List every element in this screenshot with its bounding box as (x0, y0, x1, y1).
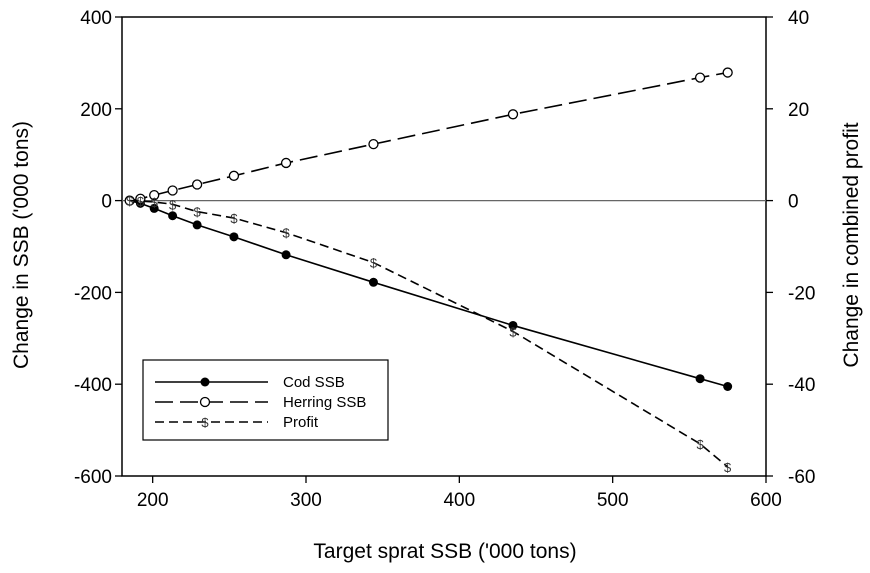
y-axis-title: Change in SSB ('000 tons) (10, 121, 33, 369)
x-tick-label: 600 (750, 490, 782, 511)
y-tick-label: -200 (74, 283, 112, 304)
cod-ssb-point (192, 220, 202, 230)
legend-box (142, 359, 389, 441)
y-tick-label: 200 (80, 100, 112, 121)
cod-ssb-point (281, 250, 291, 260)
cod-ssb-point (168, 211, 178, 221)
plot-frame (121, 16, 767, 477)
y-tick-label: -600 (74, 467, 112, 488)
cod-ssb-point (229, 232, 239, 242)
herring-ssb-point (228, 170, 240, 181)
y2-tick-label: 20 (788, 100, 809, 121)
herring-ssb-point (694, 72, 706, 83)
y-tick-label: 400 (80, 8, 112, 29)
cod-ssb-point (508, 320, 518, 330)
profit-point: $ (282, 226, 290, 241)
y2-tick-label: -60 (788, 467, 815, 488)
legend-profit-label: Profit (283, 414, 319, 431)
y2-axis-title: Change in combined profit (840, 122, 863, 367)
profit-point: $ (370, 256, 378, 271)
axes: 200 300 400 500 6004002000-200-400-60040200-… (74, 8, 816, 511)
herring-ssb-point (368, 138, 379, 150)
y2-tick-label: -20 (788, 283, 815, 304)
cod-ssb-point (695, 374, 705, 384)
profit-point: $ (151, 195, 159, 210)
series-layer: $ $ $ $ $ $$$$$$ (124, 67, 733, 475)
profit-point: $ (126, 194, 134, 209)
legend-cod-ssb-marker (200, 377, 210, 387)
herring-ssb-point (191, 179, 203, 190)
x-axis-title: Target sprat SSB ('000 tons) (313, 540, 576, 563)
profit-point: $ (724, 460, 732, 475)
herring-ssb-point (149, 189, 160, 201)
profit-point: $ (230, 211, 238, 226)
profit-point: $ (194, 205, 202, 220)
legend-profit-marker: $ (201, 415, 209, 430)
herring-ssb-point (167, 185, 178, 196)
cod-ssb-line (129, 199, 728, 388)
profit-point: $ (137, 194, 145, 209)
x-tick-label: 500 (597, 490, 629, 511)
herring-ssb-line (129, 71, 728, 202)
y2-tick-label: 40 (788, 8, 809, 29)
y2-tick-label: -40 (788, 375, 815, 396)
x-tick-label: 200 (137, 490, 169, 511)
profit-line (129, 199, 729, 468)
cod-ssb-point (149, 203, 159, 213)
cod-ssb-point (368, 277, 378, 287)
legend-herring-ssb-label: Herring SSB (283, 394, 366, 411)
profit-point: $ (509, 324, 517, 339)
y2-tick-label: 0 (788, 192, 799, 213)
x-tick-label: 400 (443, 490, 475, 511)
legend: Cod SSB Herring SSB $ Profit (142, 359, 389, 441)
herring-ssb-point (722, 67, 733, 78)
legend-cod-ssb-label: Cod SSB (283, 374, 345, 391)
x-tick-label: 300 (290, 490, 322, 511)
cod-ssb-point (723, 381, 733, 391)
profit-point: $ (169, 197, 177, 212)
legend-herring-ssb-marker (199, 396, 211, 408)
y-tick-label: -400 (74, 375, 112, 396)
y-tick-label: 0 (101, 192, 112, 213)
herring-ssb-point (280, 157, 292, 169)
profit-point: $ (696, 437, 704, 452)
herring-ssb-point (507, 109, 519, 120)
